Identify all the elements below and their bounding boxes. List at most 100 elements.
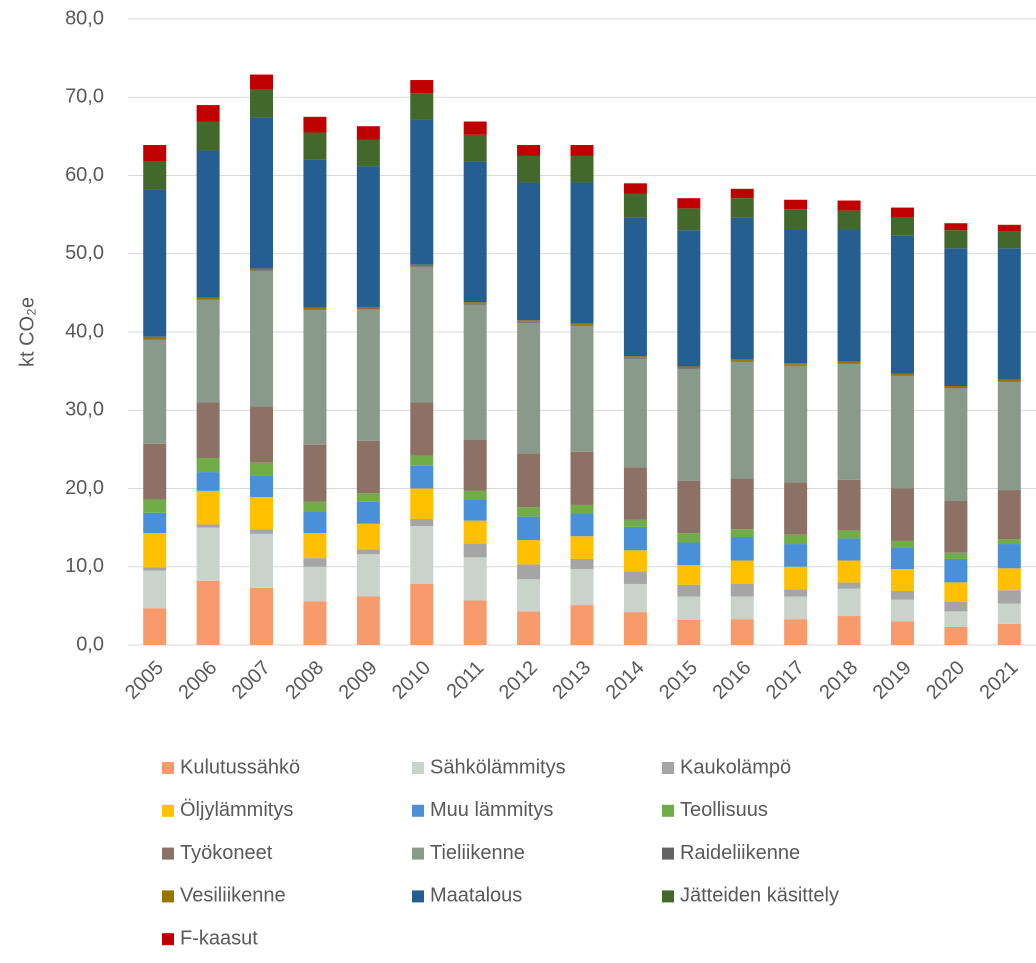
bar-segment bbox=[730, 198, 754, 218]
bar-segment bbox=[997, 623, 1021, 645]
bar-segment bbox=[837, 361, 861, 364]
x-tick-label: 2005 bbox=[121, 657, 168, 704]
y-tick-label: 50,0 bbox=[65, 242, 104, 264]
bar-segment bbox=[890, 547, 914, 570]
bar-segment bbox=[250, 89, 274, 118]
bar-segment bbox=[784, 482, 808, 535]
bar-segment bbox=[410, 488, 434, 520]
bar-segment bbox=[303, 511, 327, 534]
bar-segment bbox=[730, 359, 754, 361]
legend-swatch bbox=[162, 804, 174, 817]
legend-swatch bbox=[662, 762, 674, 774]
bar-segment bbox=[517, 453, 541, 508]
bar-segment bbox=[944, 552, 968, 559]
bar-segment bbox=[356, 549, 380, 555]
bar-segment bbox=[623, 550, 647, 572]
bar-segment bbox=[997, 248, 1021, 380]
bar-segment bbox=[250, 406, 274, 463]
bar-segment bbox=[303, 309, 327, 311]
bar-segment bbox=[517, 564, 541, 580]
bar-segment bbox=[997, 544, 1021, 569]
bar-segment bbox=[250, 117, 274, 269]
bar-segment bbox=[196, 527, 220, 581]
bar-segment bbox=[944, 387, 968, 389]
bar-segment bbox=[784, 229, 808, 364]
bar-segment bbox=[837, 538, 861, 561]
bar-segment bbox=[784, 534, 808, 545]
bar-segment bbox=[730, 537, 754, 561]
bar-segment bbox=[784, 363, 808, 365]
bar-segment bbox=[517, 144, 541, 156]
legend-label: Sähkölämmitys bbox=[430, 756, 566, 778]
bar-segment bbox=[356, 308, 380, 310]
bar-segment bbox=[890, 599, 914, 622]
bar-segment bbox=[463, 161, 487, 303]
bar-segment bbox=[356, 596, 380, 645]
bar-segment bbox=[196, 297, 220, 300]
bar-segment bbox=[944, 558, 968, 583]
bar-segment bbox=[303, 444, 327, 502]
x-tick-label: 2015 bbox=[655, 657, 702, 704]
bar-segment bbox=[517, 579, 541, 612]
bar-segment bbox=[463, 121, 487, 135]
bar-segment bbox=[677, 565, 701, 585]
bar-segment bbox=[410, 119, 434, 265]
bar-segment bbox=[997, 590, 1021, 604]
bar-segment bbox=[997, 381, 1021, 383]
bar-segment bbox=[837, 200, 861, 211]
y-tick-label: 10,0 bbox=[65, 555, 104, 577]
bar-segment bbox=[623, 467, 647, 520]
legend-label: Vesiliikenne bbox=[180, 885, 286, 907]
legend-swatch bbox=[412, 890, 424, 903]
bar-segment bbox=[890, 216, 914, 236]
bar-segment bbox=[784, 365, 808, 483]
bar-segment bbox=[196, 150, 220, 298]
bar-segment bbox=[570, 324, 594, 326]
bar-segment bbox=[944, 388, 968, 502]
x-tick-label: 2010 bbox=[388, 657, 435, 704]
bar-segment bbox=[463, 520, 487, 544]
bar-segment bbox=[997, 490, 1021, 540]
bar-segment bbox=[143, 608, 167, 645]
legend-swatch bbox=[412, 847, 424, 860]
bar-segment bbox=[410, 267, 434, 403]
bar-segment bbox=[623, 519, 647, 527]
legend-swatch bbox=[162, 890, 174, 903]
bar-segment bbox=[784, 566, 808, 590]
bar-segment bbox=[463, 134, 487, 162]
bar-segment bbox=[517, 507, 541, 517]
bar-segment bbox=[570, 513, 594, 537]
bar-segment bbox=[143, 570, 167, 609]
x-tick-label: 2011 bbox=[442, 657, 488, 703]
bar-segment bbox=[303, 310, 327, 445]
bar-segment bbox=[143, 567, 167, 571]
bar-segment bbox=[356, 166, 380, 307]
x-tick-label: 2012 bbox=[495, 657, 542, 704]
legend-label: Kaukolämpö bbox=[680, 756, 791, 778]
bar-segment bbox=[784, 364, 808, 366]
bar-segment bbox=[143, 144, 167, 162]
legend-swatch bbox=[162, 847, 174, 860]
bar-segment bbox=[250, 462, 274, 476]
y-tick-label: 60,0 bbox=[65, 164, 104, 186]
bar-segment bbox=[410, 264, 434, 267]
bar-segment bbox=[303, 566, 327, 602]
bar-segment bbox=[784, 589, 808, 597]
bar-segment bbox=[730, 188, 754, 199]
bar-segment bbox=[730, 560, 754, 584]
bar-segment bbox=[303, 307, 327, 310]
x-tick-label: 2006 bbox=[174, 657, 221, 704]
bar-segment bbox=[890, 375, 914, 376]
bar-segment bbox=[410, 519, 434, 527]
bar-segment bbox=[944, 230, 968, 249]
legend-swatch bbox=[662, 804, 674, 817]
bar-segment bbox=[730, 217, 754, 360]
bar-segment bbox=[410, 93, 434, 120]
y-tick-label: 40,0 bbox=[65, 320, 104, 342]
bar-segment bbox=[517, 155, 541, 183]
x-tick-label: 2017 bbox=[762, 657, 809, 704]
bar-segment bbox=[410, 80, 434, 94]
bar-segment bbox=[570, 451, 594, 505]
bar-segment bbox=[517, 182, 541, 321]
x-tick-label: 2014 bbox=[602, 657, 649, 704]
